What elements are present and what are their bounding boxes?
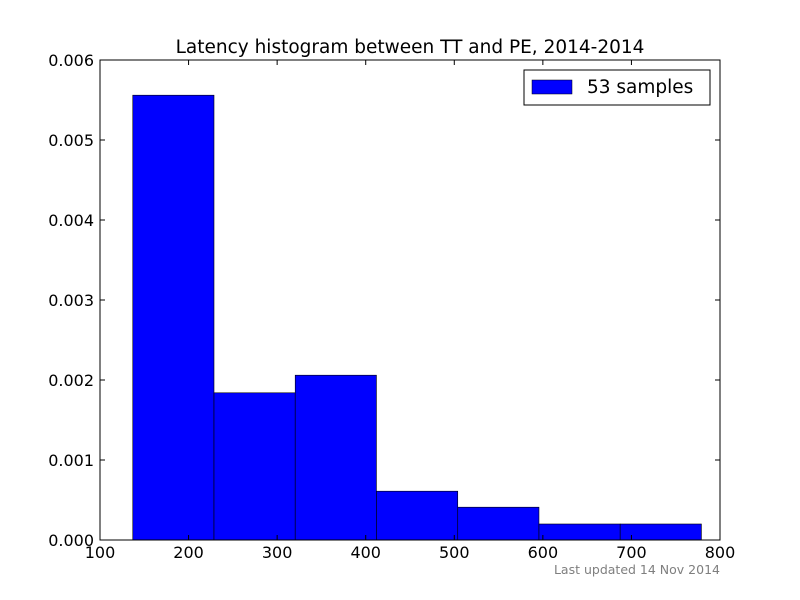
histogram-bar-7 <box>619 523 702 541</box>
last-updated-note: Last updated 14 Nov 2014 <box>554 562 720 577</box>
histogram-bar-3 <box>294 374 377 541</box>
y-tick-label: 0.002 <box>48 371 94 390</box>
x-tick-label: 500 <box>439 543 470 562</box>
y-tick-label: 0.000 <box>48 531 94 550</box>
x-tick-label: 300 <box>262 543 293 562</box>
y-tick-labels: 0.000 0.001 0.002 0.003 0.004 0.005 0.006 <box>48 51 94 550</box>
x-tick-label: 200 <box>173 543 204 562</box>
x-tick-label: 600 <box>528 543 559 562</box>
y-tick-label: 0.004 <box>48 211 94 230</box>
legend: 53 samples <box>523 69 711 106</box>
bars-group <box>132 94 702 541</box>
x-tick-label: 400 <box>350 543 381 562</box>
histogram-bar-5 <box>457 506 540 541</box>
axis-ticks <box>99 59 721 541</box>
histogram-bar-2 <box>213 392 296 541</box>
x-tick-labels: 100 200 300 400 500 600 700 800 <box>85 543 736 562</box>
y-tick-label: 0.003 <box>48 291 94 310</box>
histogram-bar-4 <box>376 490 459 541</box>
histogram-bar-1 <box>132 94 215 541</box>
legend-swatch <box>531 79 573 95</box>
y-tick-label: 0.005 <box>48 131 94 150</box>
x-tick-label: 100 <box>85 543 116 562</box>
x-tick-label: 700 <box>616 543 647 562</box>
histogram-bar-6 <box>538 523 621 541</box>
y-tick-label: 0.006 <box>48 51 94 70</box>
x-tick-label: 800 <box>705 543 736 562</box>
y-tick-label: 0.001 <box>48 451 94 470</box>
legend-label: 53 samples <box>587 77 693 98</box>
chart-title: Latency histogram between TT and PE, 201… <box>176 37 645 58</box>
